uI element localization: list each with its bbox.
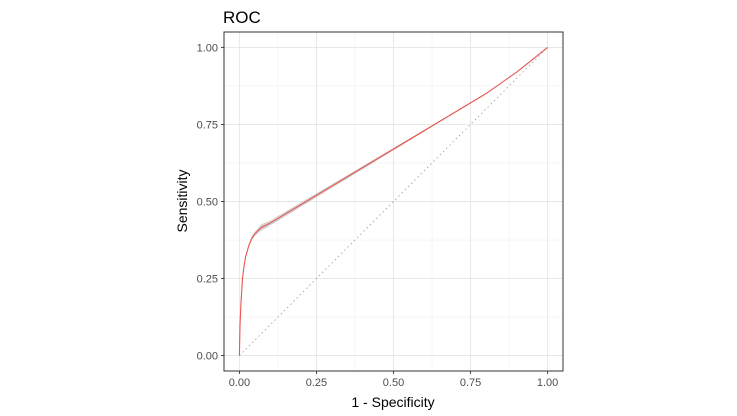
y-tick-label: 0.00 <box>197 351 218 363</box>
x-tick-label: 0.25 <box>306 377 327 389</box>
y-axis-title: Sensitivity <box>174 169 190 232</box>
x-tick-label: 1.00 <box>537 377 558 389</box>
y-axis-ticks: 0.00 0.25 0.50 0.75 1.00 <box>197 42 224 363</box>
roc-curve-line <box>238 46 548 356</box>
x-tick-label: 0.75 <box>460 377 481 389</box>
x-axis-ticks: 0.00 0.25 0.50 0.75 1.00 <box>229 371 558 389</box>
x-axis-title: 1 - Specificity <box>351 394 434 410</box>
y-tick-label: 0.25 <box>197 274 218 286</box>
reference-diagonal <box>239 47 548 356</box>
x-tick-label: 0.50 <box>383 377 404 389</box>
x-tick-label: 0.00 <box>229 377 250 389</box>
grid-major <box>224 32 563 371</box>
y-tick-label: 0.75 <box>197 119 218 131</box>
chart-title: ROC <box>223 8 261 27</box>
y-tick-label: 1.00 <box>197 42 218 54</box>
y-tick-label: 0.50 <box>197 197 218 209</box>
